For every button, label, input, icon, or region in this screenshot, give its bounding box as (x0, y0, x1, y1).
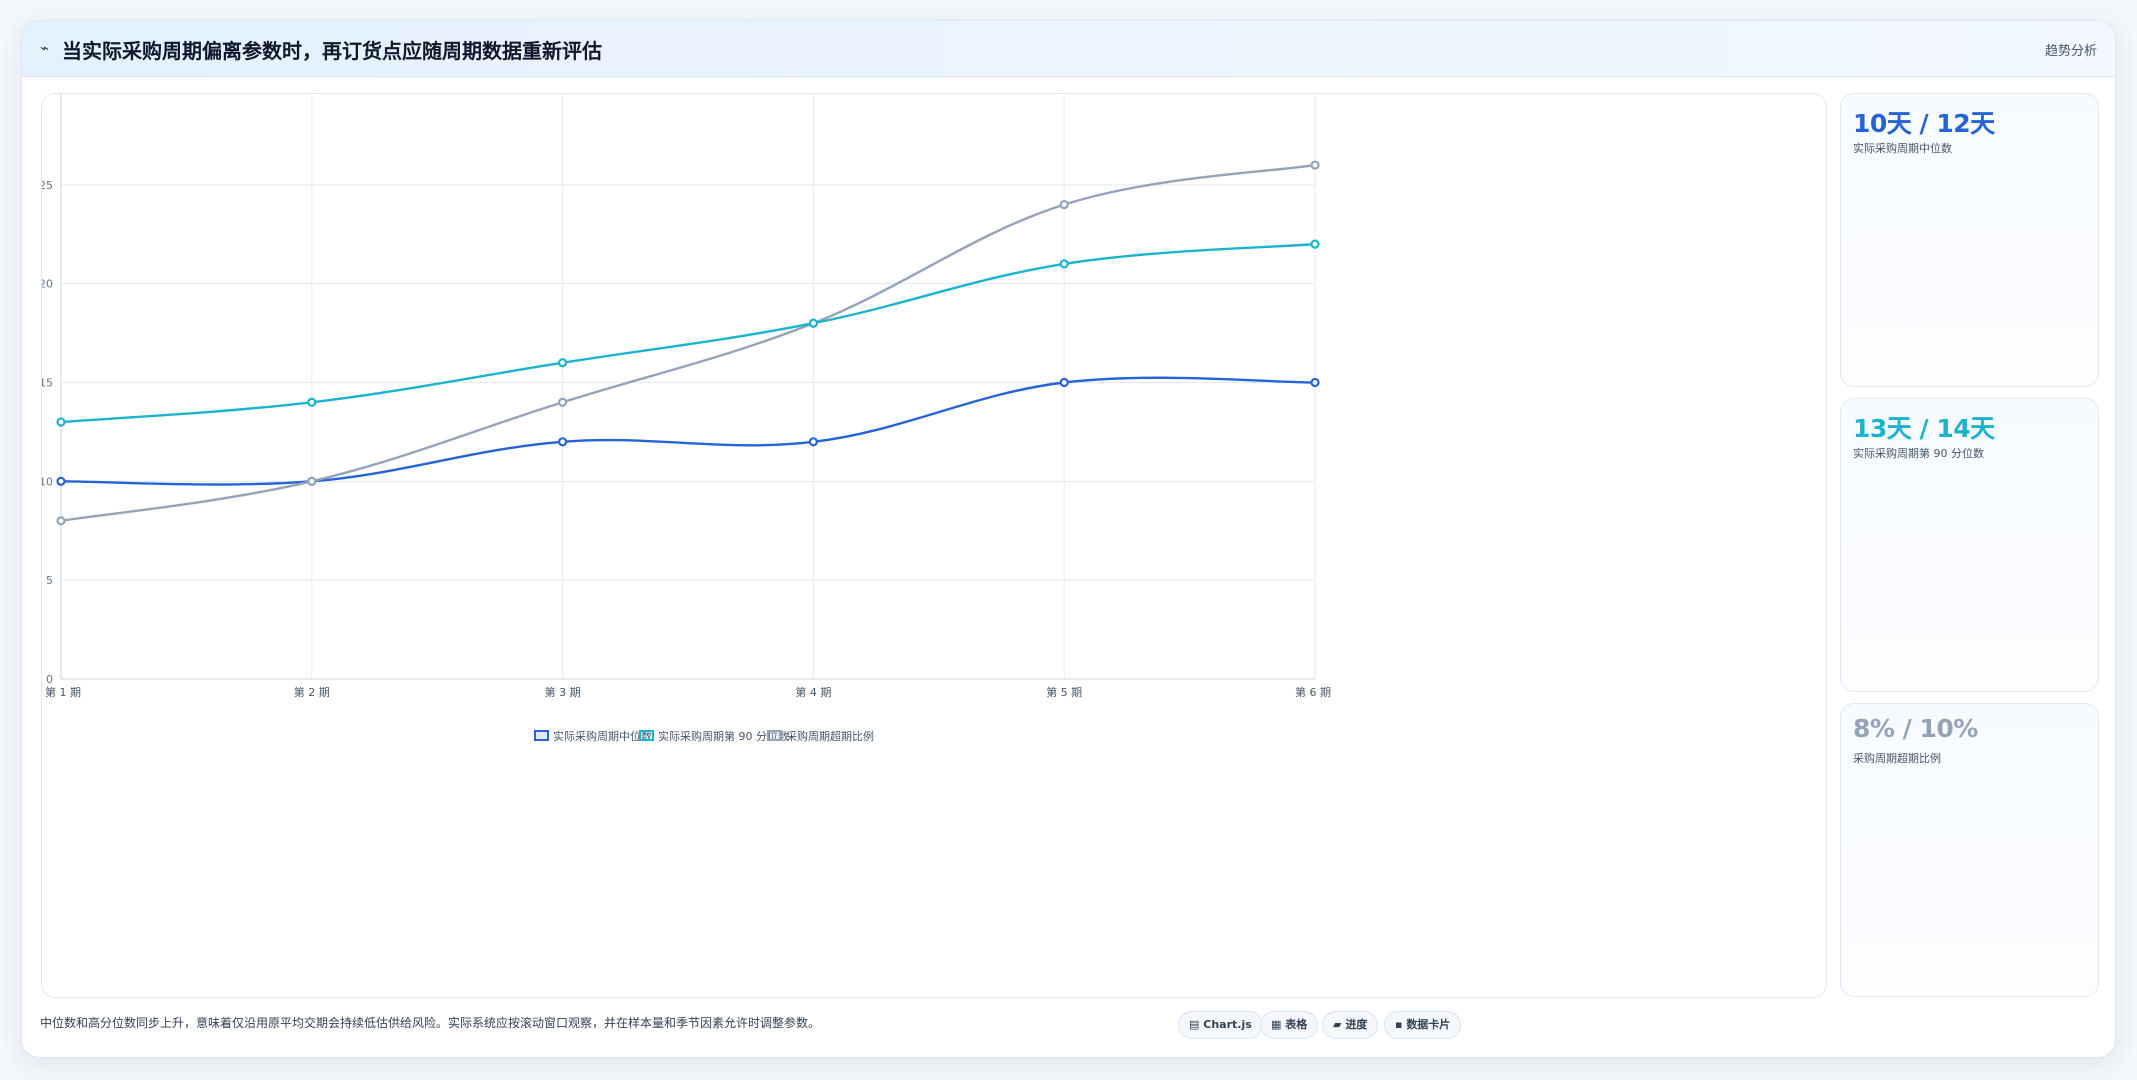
chart-icon: ▤ (1189, 1018, 1200, 1031)
series-line (60, 376, 1316, 486)
series-line (60, 242, 1316, 424)
data-point (1310, 239, 1320, 249)
x-tick-label: 第 3 期 (545, 685, 581, 699)
y-tick-label: 20 (42, 278, 53, 291)
data-point (1059, 199, 1069, 210)
y-tick-label: 25 (42, 179, 53, 192)
table-icon: ▦ (1271, 1018, 1282, 1031)
data-point (307, 476, 317, 486)
y-tick-label: 5 (46, 574, 53, 587)
chart-card: 051015202530第 1 期第 2 期第 3 期第 4 期第 5 期第 6… (41, 93, 1827, 998)
trend-line-icon: ⌁ (40, 39, 50, 57)
data-point (808, 437, 819, 447)
chip-label: Chart.js (1203, 1018, 1252, 1031)
legend-item[interactable]: 实际采购周期中位数 (534, 729, 652, 743)
data-point (56, 476, 66, 486)
series-line (60, 163, 1316, 523)
legend-swatch (639, 730, 654, 741)
y-tick-label: 0 (46, 673, 53, 686)
data-point (1059, 377, 1069, 388)
chip-table[interactable]: ▦ 表格 (1260, 1011, 1319, 1039)
data-point (56, 516, 66, 526)
legend-label: 采购周期超期比例 (786, 729, 874, 743)
data-point (56, 417, 66, 427)
x-tick-label: 第 5 期 (1046, 685, 1082, 699)
footer-note: 中位数和高分位数同步上升，意味着仅沿用原平均交期会持续低估供给风险。实际系统应按… (40, 1016, 821, 1030)
data-point (1059, 259, 1069, 269)
analysis-panel: ⌁ 当实际采购周期偏离参数时，再订货点应随周期数据重新评估 趋势分析 0 5 10 1… (21, 20, 2116, 1058)
x-tick-label: 第 4 期 (795, 685, 831, 699)
chip-label: 进度 (1345, 1018, 1368, 1031)
chip-data-card[interactable]: ▪ 数据卡片 (1384, 1011, 1462, 1039)
progress-icon: ▰ (1333, 1018, 1342, 1031)
x-tick-label: 第 2 期 (294, 685, 330, 699)
legend-swatch (767, 730, 782, 741)
legend-label: 实际采购周期第 90 分位数 (658, 729, 789, 743)
kpi-label: 采购周期超期比例 (1853, 752, 1941, 765)
legend-item[interactable]: 采购周期超期比例 (767, 729, 874, 743)
kpi-value: 10天 / 12天 (1853, 109, 1995, 138)
section-tag: 趋势分析 (2044, 44, 2097, 59)
data-point (808, 318, 819, 328)
kpi-label: 实际采购周期第 90 分位数 (1853, 447, 1984, 460)
x-tick-label: 第 6 期 (1295, 685, 1331, 699)
y-tick-label: 15 (42, 377, 53, 390)
line-chart: 051015202530第 1 期第 2 期第 3 期第 4 期第 5 期第 6… (42, 94, 1331, 743)
data-point (557, 397, 568, 407)
panel-header: ⌁ 当实际采购周期偏离参数时，再订货点应随周期数据重新评估 趋势分析 (22, 21, 2115, 77)
data-point (557, 358, 568, 368)
kpi-value: 13天 / 14天 (1853, 414, 1995, 443)
kpi-label: 实际采购周期中位数 (1853, 142, 1952, 155)
chip-label: 表格 (1285, 1018, 1308, 1031)
legend-label: 实际采购周期中位数 (553, 729, 652, 743)
page-title: 当实际采购周期偏离参数时，再订货点应随周期数据重新评估 (62, 39, 602, 63)
chart-grid (60, 94, 1316, 680)
y-tick-label: 10 (42, 475, 53, 488)
kpi-card-overdue: 8% / 10% 采购周期超期比例 (1840, 703, 2099, 997)
x-tick-label: 第 1 期 (45, 685, 81, 699)
data-point (1310, 377, 1320, 388)
card-icon: ▪ (1395, 1018, 1403, 1031)
kpi-card-median: 10天 / 12天 实际采购周期中位数 (1840, 93, 2099, 387)
kpi-card-p90: 13天 / 14天 实际采购周期第 90 分位数 (1840, 398, 2099, 692)
chart-tick-labels: 051015202530第 1 期第 2 期第 3 期第 4 期第 5 期第 6… (42, 179, 1331, 699)
legend-swatch (534, 730, 549, 741)
chip-label: 数据卡片 (1406, 1018, 1451, 1031)
data-point (1310, 160, 1320, 170)
chip-progress[interactable]: ▰ 进度 (1322, 1011, 1379, 1039)
kpi-value: 8% / 10% (1853, 714, 1978, 743)
data-point (307, 397, 317, 407)
legend-item[interactable]: 实际采购周期第 90 分位数 (639, 729, 789, 743)
chart-series (56, 160, 1320, 526)
chip-chartjs[interactable]: ▤ Chart.js (1178, 1011, 1263, 1039)
data-point (557, 437, 568, 447)
